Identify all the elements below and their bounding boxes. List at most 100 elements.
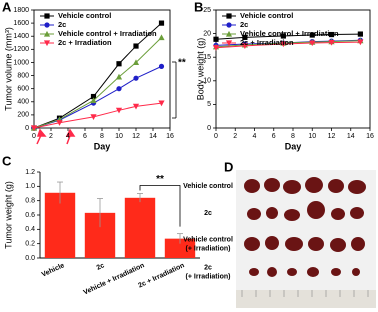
legend-label: 2c + Irradiation [240, 38, 294, 47]
bar [124, 197, 156, 258]
legend-label: 2c + Irradiation [58, 38, 112, 47]
y-tick-label: 0.6 [25, 212, 35, 219]
marker [116, 61, 122, 67]
marker [158, 100, 165, 107]
y-tick-label: 20 [203, 30, 211, 37]
x-tick-label: Vehicle + Irradiation [83, 262, 146, 296]
series-line [215, 40, 361, 48]
series-line [215, 41, 361, 49]
annotation: ** [178, 58, 186, 69]
row-label: 2c [204, 264, 212, 271]
bar [44, 192, 76, 258]
legend-marker [44, 22, 50, 28]
y-tick-label: 15 [203, 54, 211, 61]
legend-marker [225, 40, 233, 47]
marker [280, 33, 286, 39]
x-tick-label: 6 [272, 133, 276, 140]
x-tick-label: 8 [291, 133, 295, 140]
marker [133, 75, 139, 81]
legend-label: Vehicle control [58, 11, 111, 20]
plot-frame [33, 9, 171, 129]
marker [280, 41, 287, 48]
row-label: (+ Irradiation) [186, 245, 231, 252]
marker [357, 39, 364, 46]
x-tick-label: 14 [149, 133, 157, 140]
legend-label: Vehicle control + Irradiation [58, 29, 157, 38]
marker [90, 114, 97, 120]
legend-label: Vehicle control [240, 11, 293, 20]
y-tick-label: 800 [17, 72, 29, 79]
series-line [215, 33, 361, 40]
panel-letter: D [224, 159, 233, 174]
legend-label: Vehicle control + Irradiation [240, 29, 339, 38]
x-tick-label: Vehicle [41, 262, 66, 279]
series-line [33, 22, 162, 129]
y-tick-label: 5 [207, 101, 211, 108]
marker [30, 125, 38, 132]
x-tick-label: 16 [166, 133, 174, 140]
legend-marker [226, 13, 232, 19]
photo [236, 170, 376, 308]
x-tick-label: 12 [328, 133, 336, 140]
tumors [244, 177, 366, 277]
y-tick-label: 1400 [13, 33, 29, 40]
ruler [236, 290, 376, 308]
marker [309, 40, 316, 47]
y-tick-label: 0.0 [25, 255, 35, 262]
y-tick-label: 0 [207, 125, 211, 132]
marker [328, 39, 335, 46]
x-tick-label: 2c + Irradiation [137, 262, 185, 289]
x-tick-label: 6 [83, 133, 87, 140]
marker [213, 36, 219, 42]
y-tick-label: 600 [17, 86, 29, 93]
x-tick-label: 2 [49, 133, 53, 140]
treatment-arrows [36, 128, 76, 145]
y-tick-label: 1000 [13, 59, 29, 66]
row-label: Vehicle control [183, 236, 233, 243]
marker [158, 34, 165, 41]
bar [164, 238, 196, 258]
y-tick-label: 10 [203, 78, 211, 85]
y-axis-label: Tumor volume (mm³) [3, 27, 13, 111]
x-tick-label: 2 [233, 133, 237, 140]
series-line [33, 102, 162, 129]
legend-marker [226, 22, 232, 28]
x-tick-label: 12 [132, 133, 140, 140]
panel-letter: B [194, 0, 203, 14]
x-tick-label: 16 [366, 133, 374, 140]
marker [241, 43, 248, 49]
x-tick-label: 4 [66, 133, 70, 140]
y-tick-label: 0.8 [25, 198, 35, 205]
series-line [33, 65, 162, 129]
x-axis-label: Day [94, 141, 111, 151]
panel-letter: A [2, 0, 12, 14]
marker [90, 97, 97, 104]
marker [212, 45, 220, 51]
marker [116, 86, 122, 92]
marker [242, 34, 248, 40]
marker [158, 20, 165, 26]
significance-bracket [139, 185, 181, 227]
marker [309, 32, 315, 38]
marker [56, 120, 63, 126]
x-tick-label: 10 [308, 133, 316, 140]
y-tick-label: 0 [25, 125, 29, 132]
legend-label: 2c [58, 20, 66, 29]
x-tick-label: 14 [347, 133, 355, 140]
series-line [33, 37, 162, 129]
marker [132, 103, 140, 110]
row-label: (+ Irradiation) [186, 273, 231, 280]
panel-letter: C [2, 153, 12, 168]
x-tick-label: 2c [96, 262, 106, 272]
x-tick-label: 10 [115, 133, 123, 140]
legend-label: 2c [240, 20, 248, 29]
marker [90, 93, 97, 100]
x-tick-label: 0 [214, 133, 218, 140]
y-axis-label: Tumor weight (g) [3, 181, 13, 249]
marker [357, 31, 363, 37]
y-tick-label: 0.4 [25, 226, 35, 233]
y-tick-label: 0.2 [25, 241, 35, 248]
ruler-ticks [241, 290, 369, 297]
annotation: ** [156, 174, 164, 185]
